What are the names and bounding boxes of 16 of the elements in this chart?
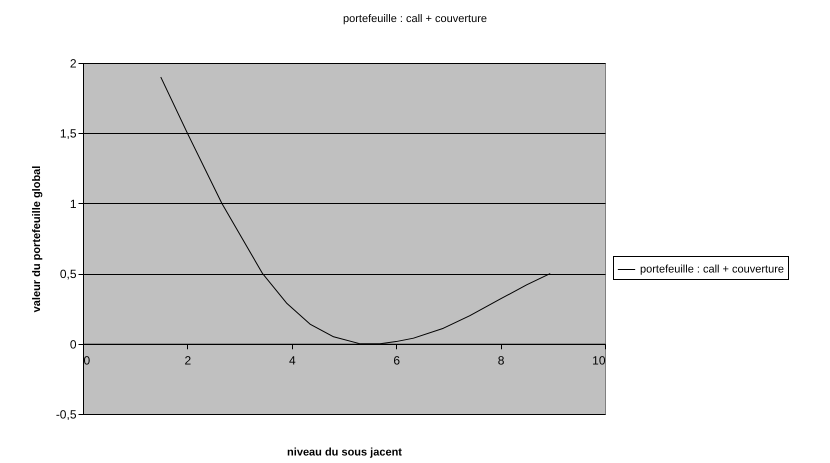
y-tick-label: 2 [70,56,77,70]
x-tick-label: 4 [288,353,296,368]
chart-title: portefeuille : call + couverture [343,13,487,25]
y-tick-label: 0,5 [60,267,77,282]
x-axis-title: niveau du sous jacent [287,446,402,458]
y-tick-label: 1 [70,196,77,211]
x-tick-label: 8 [498,353,505,368]
x-tick-label: 10 [592,353,606,368]
y-tick-label: -0,5 [56,408,77,422]
y-axis-title: valeur du portefeuille global [30,166,43,312]
x-tick-label: 6 [393,353,400,368]
x-tick-label: 2 [184,353,192,368]
y-tick-label: 0 [70,337,77,352]
x-tick-label: 0 [84,353,90,368]
legend-label: portefeuille : call + couverture [640,264,784,276]
y-tick-label: 1,5 [60,126,77,141]
